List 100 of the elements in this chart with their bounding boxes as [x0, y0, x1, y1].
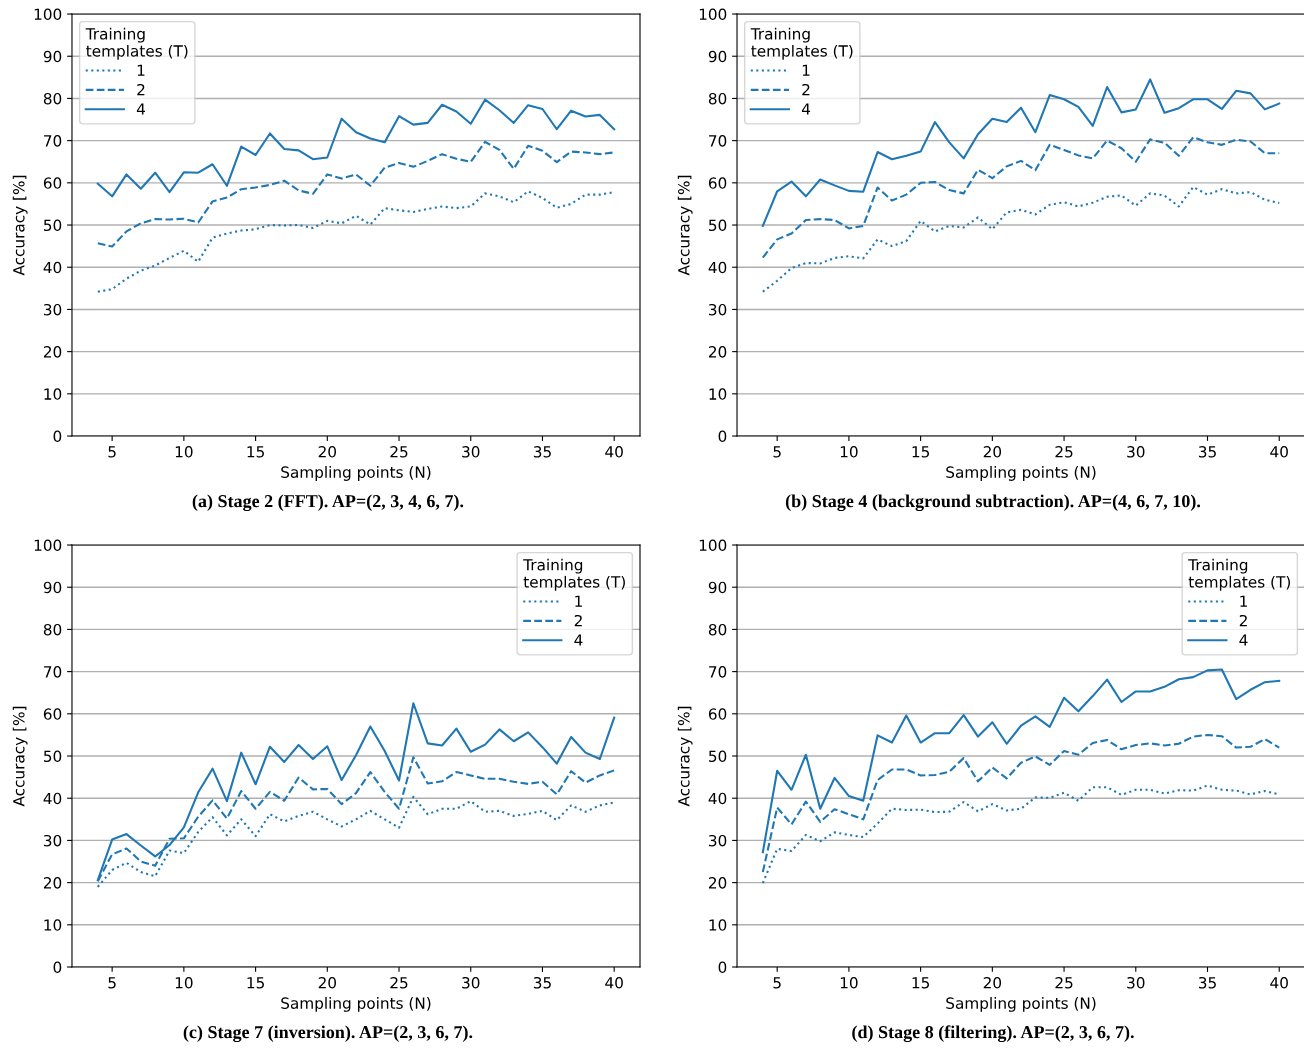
y-tick-label: 10 [709, 919, 727, 931]
x-tick-label: 20 [318, 446, 337, 458]
legend-label: 4 [801, 103, 811, 115]
line-series [761, 186, 1281, 293]
legend-title: Training templates (T) [523, 558, 625, 591]
line-series [96, 140, 616, 248]
x-tick-label: 35 [533, 446, 551, 458]
x-axis-title: Sampling points (N) [946, 997, 1096, 1012]
legend-title: Training templates (T) [750, 27, 853, 60]
y-tick-label: 0 [53, 430, 62, 443]
y-tick-label: 40 [708, 792, 727, 805]
x-tick-label: 10 [840, 446, 858, 458]
y-tick-label: 90 [708, 581, 727, 594]
y-tick-label: 40 [708, 261, 727, 274]
y-tick-label: 30 [43, 303, 62, 316]
y-tick-label: 80 [43, 623, 62, 636]
y-tick-label: 10 [44, 919, 62, 931]
x-tick-label: 25 [390, 446, 408, 458]
y-tick-label: 80 [708, 623, 727, 636]
y-tick-label: 50 [44, 219, 62, 232]
x-tick-label: 10 [175, 446, 193, 458]
y-tick-label: 40 [43, 261, 62, 274]
y-tick-label: 70 [709, 135, 727, 147]
x-tick-label: 15 [247, 977, 264, 989]
legend-label: 2 [137, 83, 145, 96]
text: (a) Stage 2 (FFT). AP=(2, 3, 4, 6, 7). [192, 494, 464, 512]
x-axis-title: Sampling points (N) [281, 997, 431, 1012]
y-tick-label: 20 [708, 877, 727, 889]
x-tick-label: 10 [840, 977, 858, 989]
legend-title: Training templates (T) [1188, 558, 1290, 591]
legend-label: 2 [1239, 614, 1247, 627]
y-axis-title: Accuracy [%] [12, 706, 28, 807]
x-tick-label: 35 [1198, 446, 1216, 458]
y-tick-label: 0 [718, 430, 727, 443]
y-tick-label: 70 [709, 666, 727, 678]
y-tick-label: 20 [43, 877, 62, 889]
x-tick-label: 30 [462, 977, 480, 989]
legend-label: 2 [802, 83, 810, 96]
legend-label: 1 [575, 595, 582, 607]
x-axis-title: Sampling points (N) [946, 466, 1096, 481]
y-tick-label: 50 [44, 750, 62, 763]
line-series [761, 733, 1281, 874]
x-tick-label: 25 [390, 977, 408, 989]
y-tick-label: 60 [708, 708, 727, 720]
y-tick-label: 10 [709, 388, 727, 400]
x-tick-label: 15 [912, 977, 930, 989]
x-tick-label: 15 [247, 446, 264, 458]
y-tick-label: 50 [709, 219, 727, 232]
x-tick-label: 40 [605, 977, 623, 989]
y-tick-label: 40 [43, 792, 62, 805]
y-tick-label: 0 [53, 961, 62, 974]
x-tick-label: 40 [1270, 446, 1288, 458]
y-tick-label: 50 [709, 750, 727, 763]
y-tick-label: 80 [43, 92, 62, 105]
y-tick-label: 100 [34, 539, 62, 552]
y-tick-label: 70 [44, 666, 62, 678]
x-tick-label: 25 [1055, 446, 1073, 458]
y-tick-label: 80 [708, 92, 727, 105]
y-tick-label: 90 [708, 50, 727, 63]
y-tick-label: 20 [43, 346, 62, 358]
y-tick-label: 100 [34, 8, 62, 21]
y-axis-title: Accuracy [%] [12, 175, 28, 276]
y-tick-label: 20 [708, 346, 727, 358]
legend-title: Training templates (T) [85, 27, 188, 60]
x-tick-label: 15 [912, 446, 930, 458]
y-axis-title: Accuracy [%] [677, 706, 693, 807]
y-tick-label: 100 [699, 539, 727, 552]
y-tick-label: 90 [43, 50, 62, 63]
y-tick-label: 10 [44, 388, 62, 400]
x-axis-title: Sampling points (N) [281, 466, 431, 481]
x-tick-label: 30 [462, 446, 480, 458]
text: (d) Stage 8 (filtering). AP=(2, 3, 6, 7). [852, 1025, 1134, 1043]
x-tick-label: 10 [175, 977, 193, 989]
y-axis-title: Accuracy [%] [677, 175, 693, 276]
x-tick-label: 35 [533, 977, 551, 989]
x-tick-label: 20 [983, 977, 1002, 989]
text: (c) Stage 7 (inversion). AP=(2, 3, 6, 7). [183, 1025, 473, 1043]
line-series [761, 668, 1281, 854]
y-tick-label: 60 [708, 177, 727, 189]
x-tick-label: 40 [605, 446, 623, 458]
x-tick-label: 5 [773, 977, 781, 989]
legend-label: 4 [574, 634, 583, 646]
x-tick-label: 30 [1127, 446, 1145, 458]
y-tick-label: 70 [44, 135, 62, 147]
x-tick-label: 35 [1198, 977, 1216, 989]
y-tick-label: 60 [43, 708, 62, 720]
legend-label: 1 [1240, 595, 1247, 607]
y-tick-label: 60 [43, 177, 62, 189]
line-series [96, 98, 616, 198]
x-tick-label: 20 [318, 977, 337, 989]
legend-label: 1 [802, 64, 810, 76]
legend-label: 4 [136, 103, 146, 115]
legend-label: 1 [137, 64, 145, 76]
line-series [761, 78, 1281, 227]
y-tick-label: 90 [43, 581, 62, 594]
x-tick-label: 5 [108, 446, 116, 458]
y-tick-label: 0 [718, 961, 727, 974]
legend-label: 4 [1239, 634, 1248, 646]
x-tick-label: 5 [773, 446, 781, 458]
y-tick-label: 30 [709, 834, 727, 847]
